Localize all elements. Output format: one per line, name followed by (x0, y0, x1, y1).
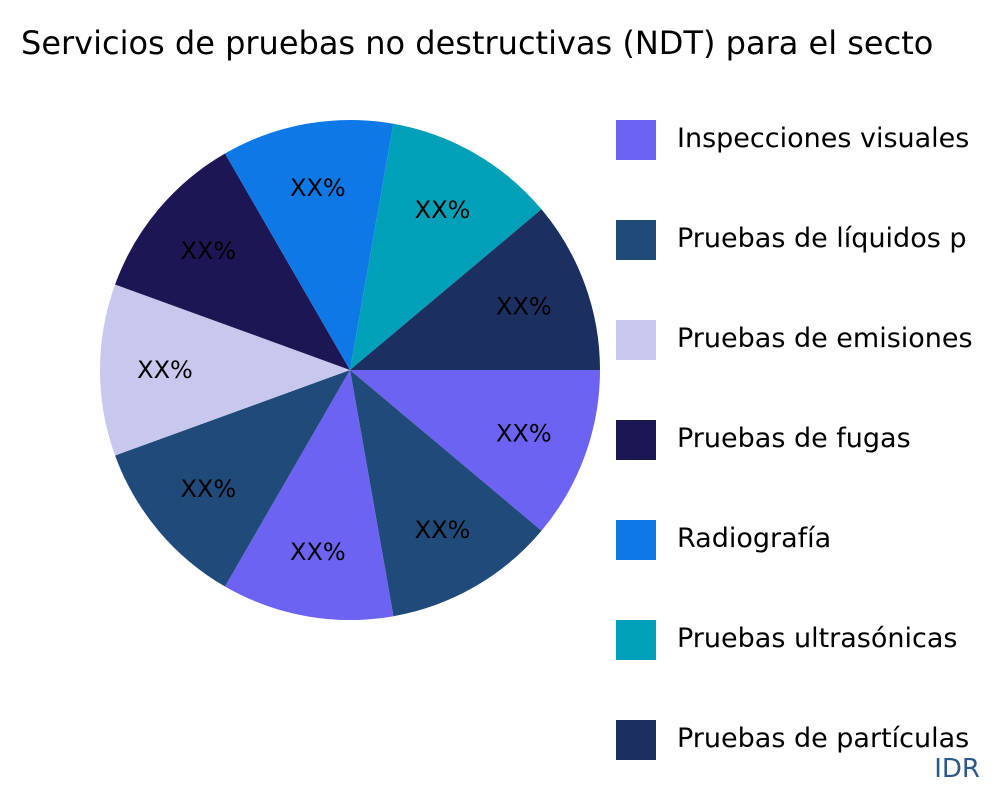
slice-data-label-6: XX% (290, 174, 346, 202)
slice-data-label-8: XX% (496, 293, 552, 321)
slice-data-label-1: XX% (415, 516, 471, 544)
pie-slice-6 (225, 120, 394, 371)
slice-data-label-5: XX% (180, 237, 236, 265)
legend-label: Radiografía (677, 523, 832, 554)
pie-slice-2 (225, 370, 394, 621)
legend-swatch (616, 420, 656, 460)
legend-swatch (616, 520, 656, 560)
legend-label: Inspecciones visuales (677, 123, 970, 154)
legend-label: Pruebas de partículas (677, 723, 970, 754)
slice-data-label-2: XX% (290, 538, 346, 566)
slice-data-label-3: XX% (180, 475, 236, 503)
pie-slice-4 (99, 284, 350, 456)
slice-data-label-7: XX% (415, 196, 471, 224)
pie-slice-1 (350, 370, 542, 617)
legend-label: Pruebas ultrasónicas (677, 623, 958, 654)
pie-slice-0 (350, 370, 600, 531)
pie-slice-7 (350, 123, 542, 370)
slice-data-label-4: XX% (137, 356, 193, 384)
chart-title: Servicios de pruebas no destructivas (ND… (21, 24, 934, 62)
brand-logo-text: IDR (934, 754, 980, 784)
legend-swatch (616, 220, 656, 260)
pie-slice-8 (350, 209, 600, 370)
pie-slice-3 (115, 370, 350, 587)
legend-label: Pruebas de líquidos p (677, 223, 967, 254)
legend-swatch (616, 320, 656, 360)
slice-data-label-0: XX% (496, 419, 552, 447)
legend-swatch (616, 120, 656, 160)
legend-label: Pruebas de fugas (677, 423, 911, 454)
legend-swatch (616, 620, 656, 660)
legend-label: Pruebas de emisiones (677, 323, 973, 354)
legend-swatch (616, 720, 656, 760)
pie-slice-5 (115, 153, 350, 370)
